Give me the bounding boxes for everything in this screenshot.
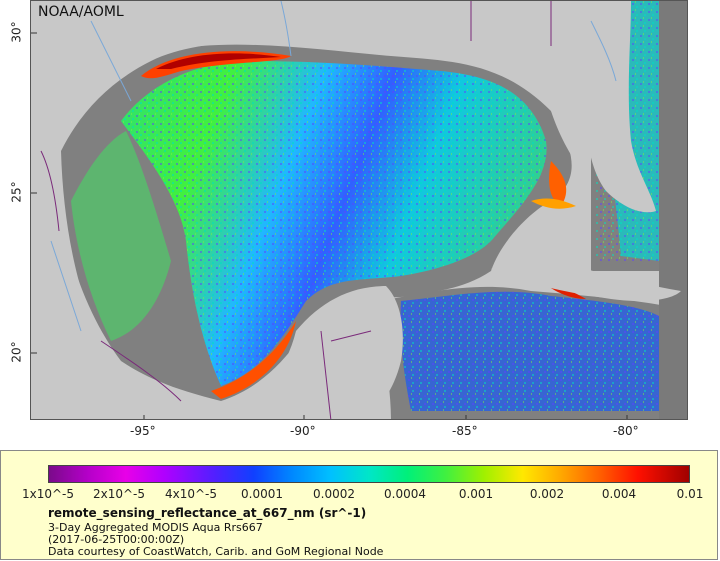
colorbar-label: 0.004 <box>601 487 637 501</box>
colorbar-label: 2x10^-5 <box>92 487 146 501</box>
colorbar-label: 0.0001 <box>241 487 283 501</box>
river <box>280 1 292 57</box>
mexico-land <box>31 151 211 419</box>
lon-tick-80: -80° <box>613 424 639 438</box>
river <box>90 20 132 102</box>
country-border <box>100 340 182 402</box>
colorbar-label: 0.0002 <box>313 487 355 501</box>
colorbar-label: 1x10^-5 <box>21 487 75 501</box>
louisiana-coast-core <box>156 53 281 69</box>
colorbar-label: 0.0004 <box>384 487 426 501</box>
legend-panel: 1x10^-5 2x10^-5 4x10^-5 0.0001 0.0002 0.… <box>0 450 718 560</box>
florida-coast-band <box>549 161 567 206</box>
country-border <box>330 330 372 342</box>
colorbar-label: 0.002 <box>529 487 565 501</box>
credit-label: Data courtesy of CoastWatch, Carib. and … <box>48 545 384 558</box>
country-border <box>40 150 60 232</box>
colorbar <box>48 465 690 483</box>
map-panel[interactable] <box>30 0 688 420</box>
lon-tick-90: -90° <box>290 424 316 438</box>
dataset-subtitle: 3-Day Aggregated MODIS Aqua Rrs667 <box>48 521 263 534</box>
agency-label: NOAA/AOML <box>38 4 124 20</box>
cuba-land <box>491 260 681 301</box>
colorbar-label: 0.01 <box>676 487 704 501</box>
lat-tick-20: 20° <box>9 341 24 363</box>
veracruz-coast-band <box>211 321 296 399</box>
lon-tick-95: -95° <box>130 424 156 438</box>
colorbar-label: 0.001 <box>458 487 494 501</box>
florida-peninsula <box>576 1 656 213</box>
yucatan-land <box>233 286 403 419</box>
florida-keys-band <box>531 198 576 209</box>
colorbar-label: 4x10^-5 <box>164 487 218 501</box>
river <box>590 20 617 82</box>
country-border <box>320 330 332 419</box>
variable-name: remote_sensing_reflectance_at_667_nm (sr… <box>48 506 367 520</box>
no-data-strip <box>659 1 687 419</box>
map-canvas <box>31 1 687 419</box>
reflectance-gulf-texture <box>121 61 547 386</box>
lat-tick-30: 30° <box>9 21 24 43</box>
river <box>50 240 82 332</box>
reflectance-west-shelf <box>71 131 171 341</box>
date-label: (2017-06-25T00:00:00Z) <box>48 533 185 546</box>
us-gulf-coast-land <box>31 1 687 181</box>
lon-tick-85: -85° <box>452 424 478 438</box>
lat-tick-25: 25° <box>9 181 24 203</box>
reflectance-caribbean-texture <box>400 291 659 411</box>
